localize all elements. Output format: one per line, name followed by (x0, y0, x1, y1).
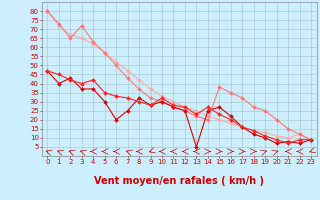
X-axis label: Vent moyen/en rafales ( km/h ): Vent moyen/en rafales ( km/h ) (94, 176, 264, 186)
